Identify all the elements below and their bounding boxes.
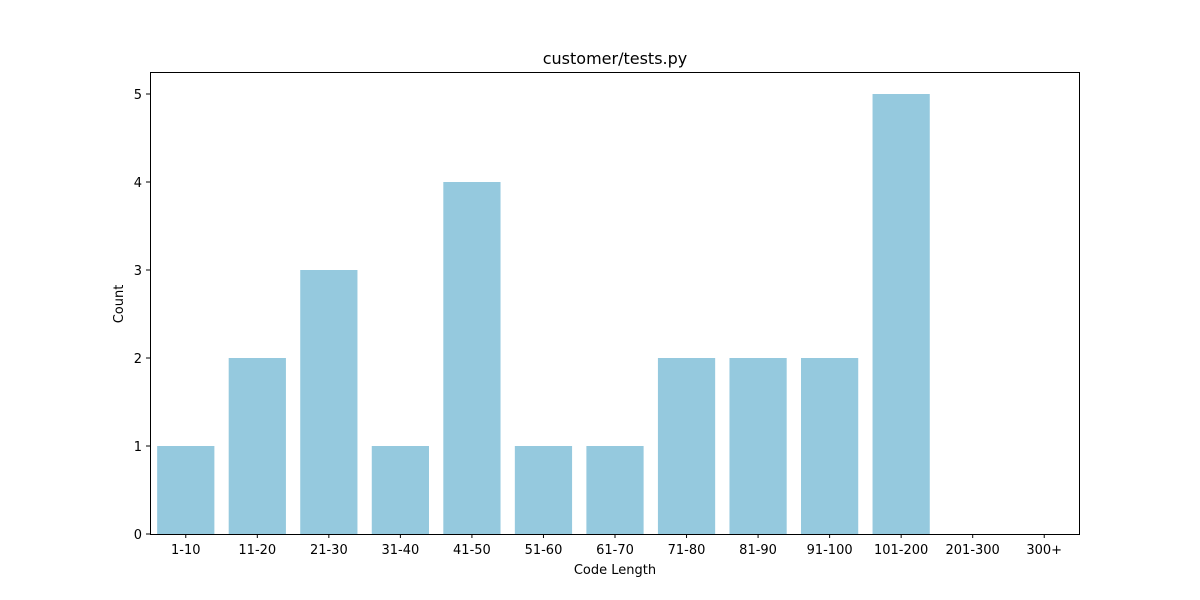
x-tick-label: 11-20 [238, 543, 276, 558]
y-tick-label: 1 [134, 440, 142, 455]
x-tick-label: 21-30 [310, 543, 348, 558]
bar-21-30 [300, 270, 358, 534]
y-tick-label: 3 [134, 264, 142, 279]
x-axis: 1-10 11-20 21-30 31-40 41-50 51-60 61-70 71-80 8… [171, 534, 1062, 558]
x-tick-label: 81-90 [739, 543, 777, 558]
bar-61-70 [586, 446, 644, 534]
x-tick-label: 71-80 [668, 543, 706, 558]
x-tick-label: 300+ [1026, 543, 1062, 558]
bar-71-80 [657, 358, 716, 534]
bar-91-100 [801, 358, 859, 534]
y-tick-label: 4 [134, 176, 142, 191]
x-tick-label: 51-60 [525, 543, 563, 558]
bar-1-10 [157, 446, 215, 534]
bar-31-40 [371, 446, 429, 534]
x-tick-label: 1-10 [171, 543, 201, 558]
y-tick-label: 2 [134, 352, 142, 367]
y-axis: 0 1 2 3 4 5 [134, 88, 150, 543]
y-tick-label: 0 [134, 528, 142, 543]
x-tick-label: 201-300 [946, 543, 1000, 558]
y-axis-label: Count [112, 285, 127, 324]
x-tick-label: 91-100 [807, 543, 853, 558]
x-tick-label: 101-200 [874, 543, 928, 558]
x-tick-label: 61-70 [596, 543, 634, 558]
y-tick-label: 5 [134, 88, 142, 103]
bar-51-60 [514, 446, 573, 534]
chart-title: customer/tests.py [543, 49, 688, 68]
x-tick-label: 31-40 [381, 543, 419, 558]
bar-101-200 [872, 94, 930, 534]
bars-group [157, 94, 930, 534]
bar-41-50 [443, 182, 501, 534]
x-axis-label: Code Length [574, 563, 656, 578]
bar-11-20 [228, 358, 286, 534]
plot-frame [150, 72, 1080, 535]
bar-81-90 [729, 358, 787, 534]
x-tick-label: 41-50 [453, 543, 491, 558]
